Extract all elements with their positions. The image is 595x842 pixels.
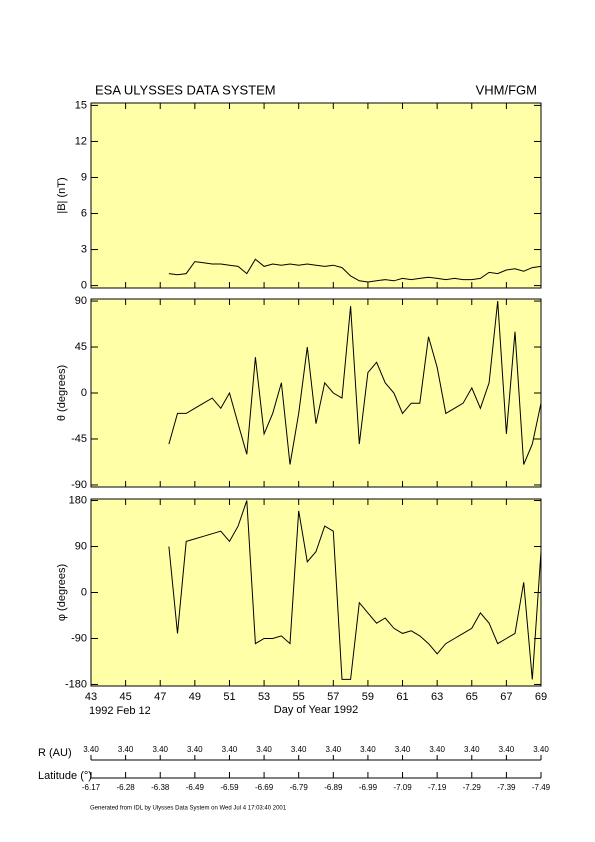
y-tick-label: 45	[75, 341, 87, 353]
start-date: 1992 Feb 12	[89, 705, 151, 717]
data-line	[168, 300, 542, 465]
x-tick-label: 47	[154, 691, 166, 703]
r-value: 3.40	[187, 745, 203, 754]
r-value: 3.40	[256, 745, 272, 754]
x-tick-label: 67	[500, 691, 512, 703]
y-tick-label: 6	[81, 207, 87, 219]
x-tick-label: 61	[396, 691, 408, 703]
r-value: 3.40	[83, 745, 99, 754]
lat-value: -6.69	[255, 783, 274, 792]
x-tick-label: 63	[431, 691, 443, 703]
y-tick-label: -90	[71, 632, 87, 644]
y-tick-label: 9	[81, 171, 87, 183]
y-tick-label: -90	[71, 479, 87, 491]
lat-value: -6.79	[290, 783, 309, 792]
panel	[90, 498, 542, 687]
y-axis-label: θ (degrees)	[56, 365, 68, 421]
x-tick-label: 59	[362, 691, 374, 703]
x-tick-label: 69	[535, 691, 547, 703]
lat-value: -7.49	[532, 783, 551, 792]
panel	[90, 298, 542, 488]
x-axis-label: Day of Year 1992	[274, 704, 358, 716]
y-tick-label: 90	[75, 295, 87, 307]
y-tick-label: 180	[69, 494, 87, 506]
lat-value: -6.89	[324, 783, 343, 792]
r-value: 3.40	[360, 745, 376, 754]
x-tick-label: 49	[189, 691, 201, 703]
x-tick-label: 65	[466, 691, 478, 703]
r-value: 3.40	[291, 745, 307, 754]
y-tick-label: 3	[81, 243, 87, 255]
x-tick-label: 57	[327, 691, 339, 703]
lat-value: -7.09	[393, 783, 412, 792]
lat-value: -6.17	[82, 783, 101, 792]
x-tick-label: 53	[258, 691, 270, 703]
panel	[90, 102, 542, 289]
r-value: 3.40	[222, 745, 238, 754]
data-line	[168, 500, 542, 680]
y-tick-label: 0	[81, 586, 87, 598]
data-line	[168, 258, 542, 283]
lat-value: -7.29	[463, 783, 482, 792]
y-axis-label: |B| (nT)	[56, 177, 68, 213]
y-axis-label: φ (degrees)	[56, 564, 68, 621]
y-tick-label: 15	[75, 99, 87, 111]
r-value: 3.40	[533, 745, 549, 754]
r-value: 3.40	[118, 745, 134, 754]
y-tick-label: 0	[81, 280, 87, 292]
r-value: 3.40	[326, 745, 342, 754]
lat-value: -6.59	[220, 783, 239, 792]
r-value: 3.40	[499, 745, 515, 754]
x-tick-label: 43	[85, 691, 97, 703]
lat-value: -7.19	[428, 783, 447, 792]
lat-label: Latitude (°)	[38, 770, 92, 782]
lat-value: -7.39	[497, 783, 516, 792]
footer: Generated from IDL by Ulysses Data Syste…	[90, 806, 287, 812]
lat-value: -6.99	[359, 783, 378, 792]
y-tick-label: 0	[81, 387, 87, 399]
header-title: ESA ULYSSES DATA SYSTEM	[95, 82, 276, 97]
r-label: R (AU)	[38, 747, 72, 759]
x-tick-label: 51	[223, 691, 235, 703]
r-value: 3.40	[429, 745, 445, 754]
y-tick-label: -45	[71, 433, 87, 445]
lat-value: -6.28	[116, 783, 135, 792]
r-value: 3.40	[464, 745, 480, 754]
r-value: 3.40	[395, 745, 411, 754]
y-tick-label: 12	[75, 135, 87, 147]
header-instrument: VHM/FGM	[476, 82, 537, 97]
x-tick-label: 55	[293, 691, 305, 703]
y-tick-label: -180	[65, 678, 87, 690]
x-tick-label: 45	[119, 691, 131, 703]
r-value: 3.40	[152, 745, 168, 754]
lat-value: -6.38	[151, 783, 170, 792]
lat-value: -6.49	[186, 783, 205, 792]
y-tick-label: 90	[75, 540, 87, 552]
